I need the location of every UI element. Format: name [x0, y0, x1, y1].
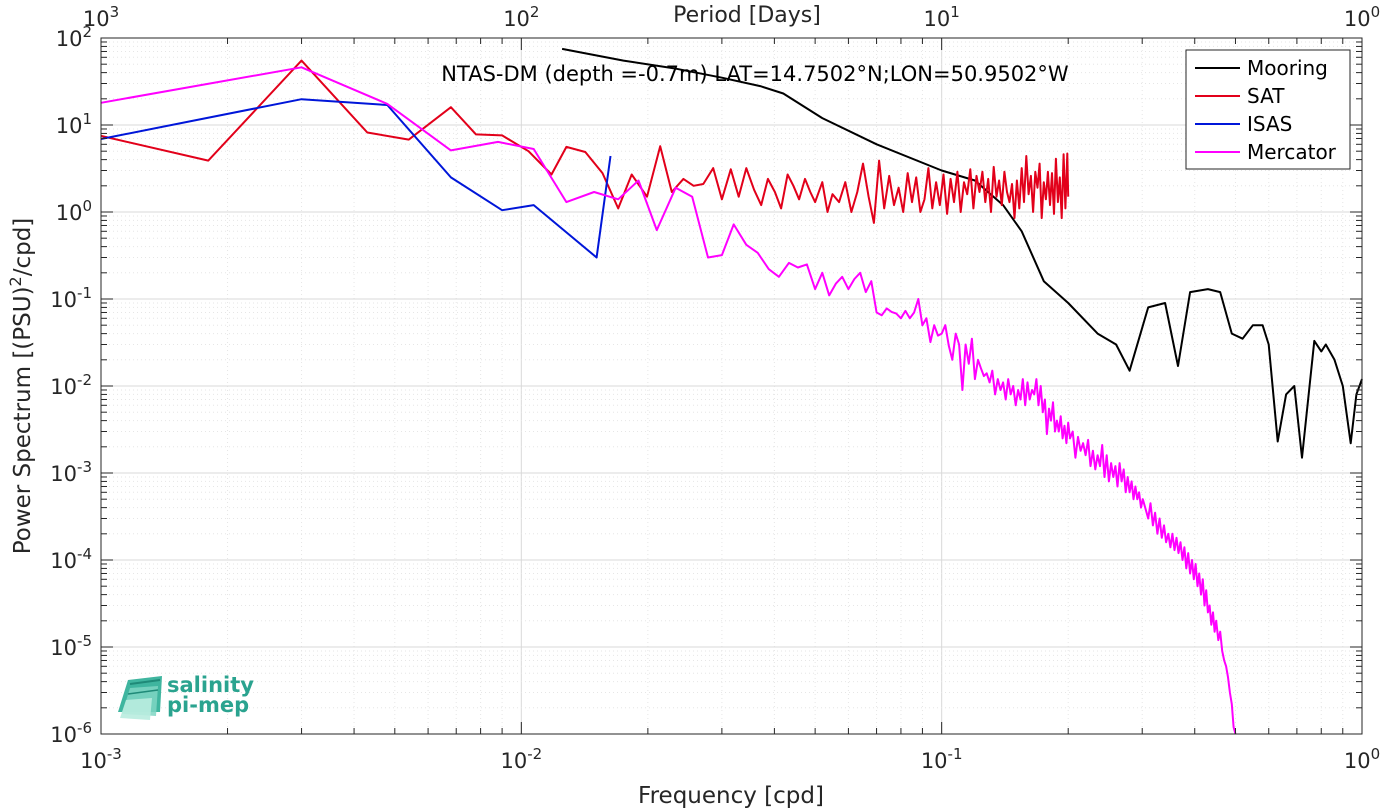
legend-label-mooring: Mooring [1247, 56, 1328, 80]
y-tick-label: 102 [56, 23, 92, 51]
x-tick-label: 10-2 [500, 745, 542, 773]
x-tick-label: 100 [1344, 745, 1380, 773]
salinity-pi-mep-logo: salinity pi-mep [118, 673, 254, 720]
x2-tick-label: 103 [83, 3, 119, 31]
x-axis-label: Frequency [cpd] [638, 783, 824, 809]
logo-text-line2: pi-mep [167, 693, 249, 717]
x2-axis-label: Period [Days] [673, 3, 821, 28]
x2-tick-label: 100 [1344, 3, 1380, 31]
legend: Mooring SAT ISAS Mercator [1185, 49, 1351, 170]
y-axis-label: Power Spectrum [(PSU)2/cpd] [6, 218, 36, 555]
logo-mark-icon [118, 676, 162, 720]
y-tick-label: 10-2 [50, 371, 92, 399]
legend-box [1185, 49, 1351, 170]
x-tick-label: 10-3 [80, 745, 122, 773]
legend-label-mercator: Mercator [1247, 140, 1337, 164]
series-line-sat [100, 59, 1070, 224]
x2-tick-label: 101 [924, 3, 960, 31]
y-tick-labels: 10-6 10-5 10-4 10-3 10-2 10-1 100 101 102 [50, 23, 92, 747]
y-tick-label: 10-3 [50, 458, 92, 486]
legend-label-sat: SAT [1247, 84, 1285, 108]
series-layer [100, 47, 1363, 735]
ticks [100, 38, 1362, 735]
series-line-isas [100, 98, 612, 259]
chart-title: NTAS-DM (depth =-0.7m) LAT=14.7502°N;LON… [441, 62, 1069, 86]
y-tick-label: 10-6 [50, 719, 92, 747]
series-line-mooring [561, 47, 1363, 459]
legend-label-isas: ISAS [1247, 112, 1292, 136]
series-line-mercator [100, 66, 1237, 735]
logo-text-line1: salinity [167, 673, 254, 697]
y-tick-label: 100 [56, 197, 92, 225]
x2-tick-label: 102 [503, 3, 539, 31]
y-tick-label: 10-4 [50, 545, 92, 573]
y-tick-label: 10-1 [50, 284, 92, 312]
x2-tick-labels: 103 102 101 100 [83, 3, 1380, 31]
x-tick-label: 10-1 [921, 745, 963, 773]
y-tick-label: 10-5 [50, 632, 92, 660]
x-tick-labels: 10-3 10-2 10-1 100 [80, 745, 1380, 773]
y-tick-label: 101 [56, 110, 92, 138]
